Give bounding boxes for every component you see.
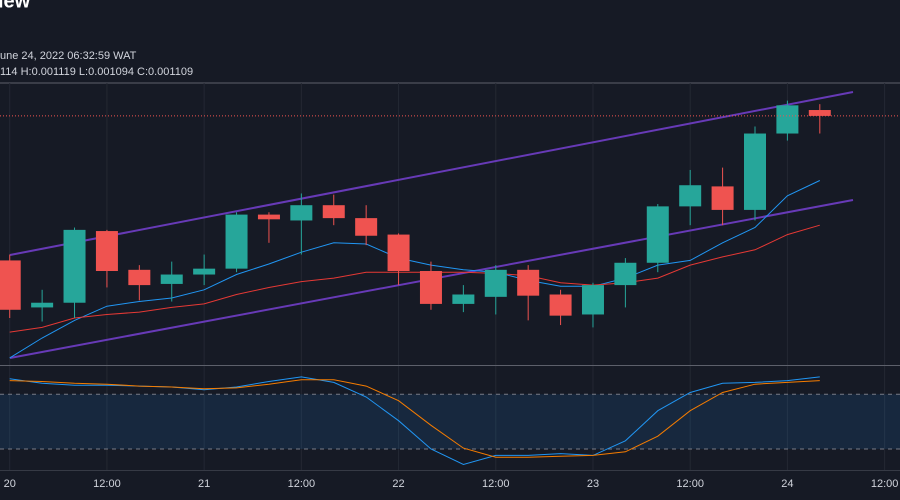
x-tick-label: 12:00 xyxy=(93,478,121,490)
candle-body xyxy=(679,185,702,207)
x-tick-label: 21 xyxy=(198,478,210,490)
candle-body xyxy=(31,302,54,308)
candle-body xyxy=(355,218,378,236)
x-tick-label: 12:00 xyxy=(871,478,899,490)
candle-body xyxy=(322,205,345,219)
candle-body xyxy=(776,105,799,134)
x-tick-label: 22 xyxy=(392,478,404,490)
x-tick-label: 24 xyxy=(781,478,793,490)
ohlc-text: 114 H:0.001119 L:0.001094 C:0.001109 xyxy=(0,66,193,78)
oscillator-line xyxy=(9,379,820,458)
candle-body xyxy=(484,269,507,297)
candle-body xyxy=(63,229,86,303)
candle-body xyxy=(193,268,216,275)
channel-line xyxy=(9,91,854,256)
x-tick-label: 12:00 xyxy=(482,478,510,490)
candle-body xyxy=(160,274,183,284)
candle-body xyxy=(743,133,766,210)
candle-body xyxy=(711,186,734,210)
candle-body xyxy=(128,269,151,286)
x-tick-label: 23 xyxy=(587,478,599,490)
candle-body xyxy=(419,271,442,304)
x-tick-label: 12:00 xyxy=(288,478,316,490)
candle-body xyxy=(614,262,637,286)
candle-body xyxy=(646,206,669,263)
candle-body xyxy=(225,214,248,269)
candle-body xyxy=(808,110,831,116)
candle-body xyxy=(95,231,118,271)
logo: iew xyxy=(0,0,31,12)
x-tick-label: 12:00 xyxy=(676,478,704,490)
candle-body xyxy=(257,214,280,220)
candle-body xyxy=(387,234,410,271)
candle-body xyxy=(452,294,475,304)
candle-body xyxy=(517,269,540,296)
level-band xyxy=(0,394,900,450)
moving-average xyxy=(9,224,820,333)
candle-body xyxy=(581,285,604,315)
candle-body xyxy=(0,260,21,310)
moving-average xyxy=(9,180,821,359)
x-tick-label: 20 xyxy=(4,478,16,490)
candle-body xyxy=(290,205,313,221)
candle-body xyxy=(549,294,572,316)
date-text: une 24, 2022 06:32:59 WAT xyxy=(0,50,137,62)
